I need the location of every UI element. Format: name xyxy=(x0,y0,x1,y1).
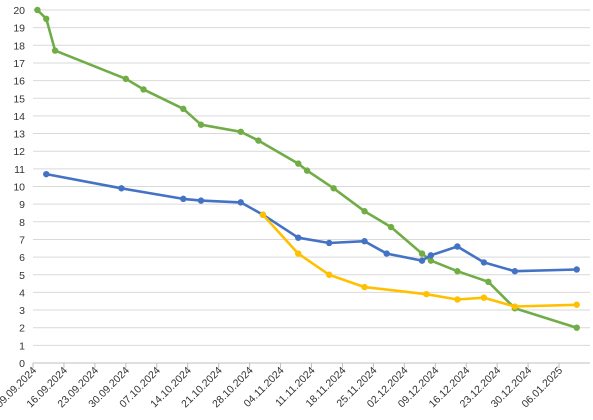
data-point xyxy=(485,278,492,286)
y-tick-label: 7 xyxy=(19,234,25,246)
data-point xyxy=(423,290,430,298)
data-point xyxy=(454,296,461,303)
axes: 0123456789101112131415161718192009.09.20… xyxy=(0,5,590,410)
y-tick-label: 18 xyxy=(13,40,25,52)
y-tick-label: 6 xyxy=(19,252,25,264)
y-tick-label: 17 xyxy=(13,58,25,70)
data-point xyxy=(259,211,267,218)
data-point xyxy=(237,199,244,206)
y-tick-label: 14 xyxy=(13,111,25,123)
data-point xyxy=(573,301,580,308)
series-group xyxy=(34,6,580,331)
y-tick-label: 0 xyxy=(19,358,25,370)
series-1 xyxy=(34,6,580,331)
y-tick-label: 4 xyxy=(19,287,25,299)
data-point xyxy=(361,283,368,291)
data-point xyxy=(427,257,435,264)
data-point xyxy=(122,75,130,83)
data-point xyxy=(511,303,519,310)
data-point xyxy=(454,243,461,250)
series-line xyxy=(36,8,579,330)
data-point xyxy=(295,234,302,241)
data-point xyxy=(180,105,187,113)
data-point xyxy=(511,268,519,275)
data-point xyxy=(43,15,50,23)
data-point xyxy=(180,195,187,203)
data-point xyxy=(573,324,580,331)
data-point xyxy=(330,185,337,192)
data-point xyxy=(197,121,205,128)
data-point xyxy=(383,250,390,257)
y-tick-label: 3 xyxy=(19,305,25,317)
data-point xyxy=(303,167,311,174)
data-point xyxy=(43,170,50,178)
y-tick-label: 13 xyxy=(13,129,25,141)
data-point xyxy=(51,47,59,54)
data-point xyxy=(480,259,488,266)
data-point xyxy=(34,6,41,14)
y-tick-label: 1 xyxy=(19,340,25,352)
data-point xyxy=(418,257,426,264)
y-tick-label: 12 xyxy=(13,146,25,158)
data-point xyxy=(197,197,205,204)
y-tick-label: 16 xyxy=(13,76,25,88)
data-point xyxy=(573,266,580,273)
data-point xyxy=(387,223,395,231)
data-point xyxy=(454,268,461,275)
data-point xyxy=(325,271,333,278)
y-tick-label: 10 xyxy=(13,182,25,194)
y-tick-label: 2 xyxy=(19,323,25,335)
y-tick-label: 8 xyxy=(19,217,25,229)
data-point xyxy=(237,128,244,135)
data-point xyxy=(361,238,368,245)
series-3 xyxy=(259,211,580,310)
y-tick-label: 11 xyxy=(14,164,25,176)
data-point xyxy=(361,208,368,215)
data-point xyxy=(295,250,302,257)
y-tick-label: 9 xyxy=(19,199,25,211)
data-point xyxy=(418,250,426,257)
data-point xyxy=(140,86,147,93)
y-tick-label: 20 xyxy=(13,5,25,17)
data-point xyxy=(255,137,262,144)
data-point xyxy=(427,252,435,259)
gridlines xyxy=(33,9,590,364)
y-tick-label: 5 xyxy=(19,270,25,282)
data-point xyxy=(118,185,125,192)
data-point xyxy=(325,239,333,247)
data-point xyxy=(295,160,302,167)
y-tick-label: 15 xyxy=(13,93,25,105)
y-tick-label: 19 xyxy=(13,23,25,35)
data-point xyxy=(480,294,488,301)
series-line xyxy=(44,172,579,273)
